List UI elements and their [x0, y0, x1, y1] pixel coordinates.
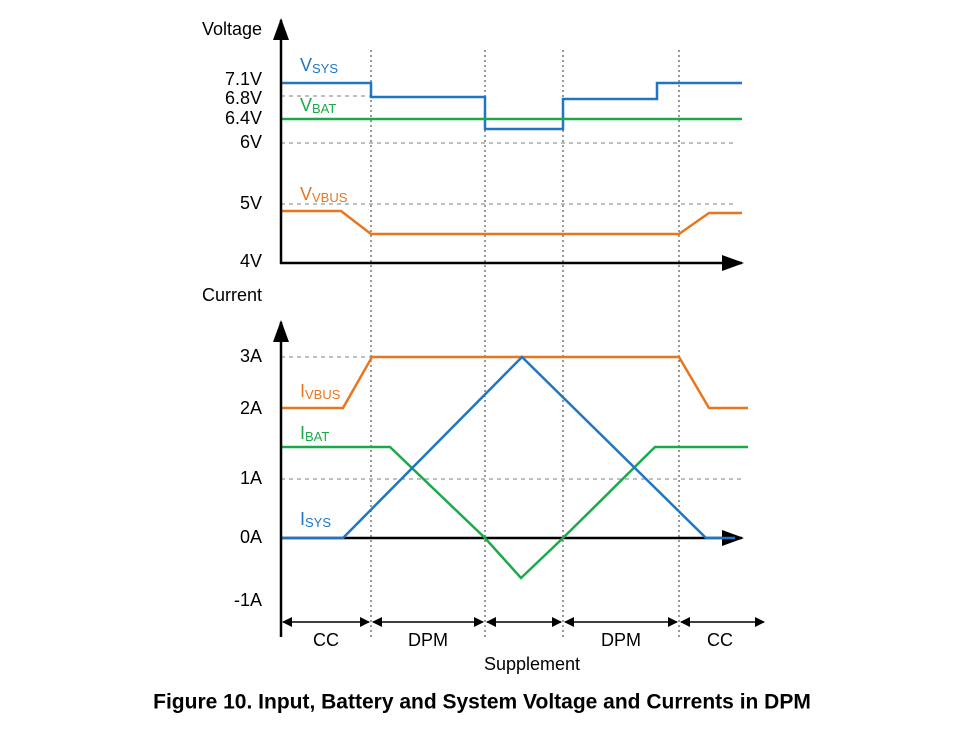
ibat-wave	[281, 445, 748, 580]
tick-label: 1A	[240, 468, 262, 488]
vvbus-wave	[281, 209, 742, 236]
axis-label: Voltage	[202, 19, 262, 39]
tick-label: -1A	[234, 590, 262, 610]
ivbus-wave	[281, 355, 748, 410]
signal-label: ISYS	[300, 509, 331, 531]
signal-subscript: BAT	[305, 429, 329, 444]
phase-arrows: CC DPM DPM CC Supplement	[282, 617, 765, 674]
signal-subscript: BAT	[312, 101, 336, 116]
supplement-label: Supplement	[484, 654, 580, 674]
signal-subscript: SYS	[312, 61, 338, 76]
signal-name: V	[300, 184, 312, 204]
tick-label: 3A	[240, 346, 262, 366]
phase-label: CC	[313, 630, 339, 650]
signal-label: VSYS	[300, 55, 338, 77]
isys-wave	[281, 355, 735, 540]
tick-label: 7.1V	[225, 69, 262, 89]
phase-label: CC	[707, 630, 733, 650]
signal-subscript: SYS	[305, 515, 331, 530]
signal-subscript: VBUS	[312, 190, 348, 205]
axis-label: Current	[202, 285, 262, 305]
tick-label: 5V	[240, 193, 262, 213]
phase-label: DPM	[601, 630, 641, 650]
vsys-wave	[281, 81, 742, 131]
signal-label: IVBUS	[300, 381, 341, 403]
tick-label: 4V	[240, 251, 262, 271]
voltage-panel: Voltage 7.1V 6.8V 6.4V 6V 5V 4V VSYS VBA…	[202, 18, 744, 271]
tick-label: 6V	[240, 132, 262, 152]
signal-name: I	[300, 509, 305, 529]
tick-label: 2A	[240, 398, 262, 418]
tick-label: 6.4V	[225, 108, 262, 128]
signal-name: I	[300, 381, 305, 401]
signal-name: V	[300, 95, 312, 115]
figure-caption: Figure 10. Input, Battery and System Vol…	[153, 691, 811, 714]
tick-label: 6.8V	[225, 88, 262, 108]
signal-label: VBAT	[300, 95, 336, 117]
phase-label: DPM	[408, 630, 448, 650]
current-panel: Current 3A 2A 1A 0A -1A IVBUS IBAT ISYS	[202, 285, 748, 637]
tick-label: 0A	[240, 527, 262, 547]
phase-boundaries	[370, 50, 680, 640]
signal-label: IBAT	[300, 423, 329, 445]
signal-name: I	[300, 423, 305, 443]
signal-subscript: VBUS	[305, 387, 341, 402]
signal-label: VVBUS	[300, 184, 348, 206]
signal-name: V	[300, 55, 312, 75]
